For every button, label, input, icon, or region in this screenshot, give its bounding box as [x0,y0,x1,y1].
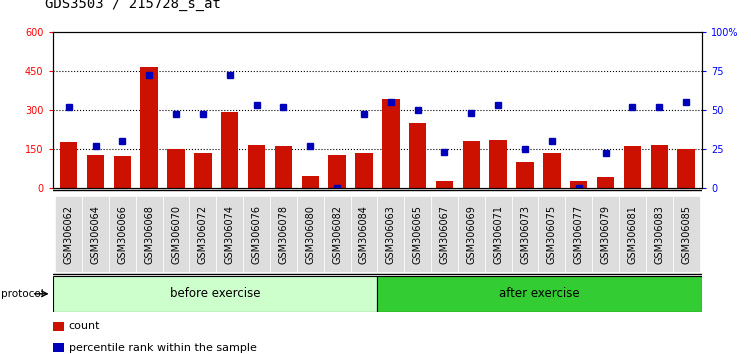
Bar [328,155,346,188]
Text: GSM306074: GSM306074 [225,205,235,264]
Text: GSM306066: GSM306066 [117,205,128,263]
Bar [113,156,131,188]
Text: GSM306076: GSM306076 [252,205,261,264]
Bar [516,162,534,188]
Text: GSM306067: GSM306067 [439,205,450,264]
Bar [243,196,270,272]
Bar [377,196,404,272]
Text: count: count [69,321,101,331]
Bar [458,196,484,272]
Text: GSM306063: GSM306063 [386,205,396,263]
Bar [60,142,77,188]
Bar [140,67,158,188]
Bar [221,112,239,188]
Text: GSM306075: GSM306075 [547,205,556,264]
Text: GSM306069: GSM306069 [466,205,476,263]
Bar [302,176,319,188]
Text: GSM306080: GSM306080 [305,205,315,263]
Bar [538,196,566,272]
Bar [409,123,427,188]
Text: GSM306068: GSM306068 [144,205,154,263]
Text: GSM306082: GSM306082 [332,205,342,264]
Bar [136,196,163,272]
Bar [53,276,378,312]
Bar [53,343,65,352]
Text: GSM306079: GSM306079 [601,205,611,264]
Bar [324,196,351,272]
Bar [570,181,587,188]
Bar [216,196,243,272]
Bar [270,196,297,272]
Bar [673,196,699,272]
Bar [511,196,538,272]
Bar [490,139,507,188]
Text: GSM306070: GSM306070 [171,205,181,264]
Bar [355,153,372,188]
Text: GSM306084: GSM306084 [359,205,369,263]
Text: GSM306065: GSM306065 [412,205,423,264]
Text: GSM306081: GSM306081 [627,205,638,263]
Bar [351,196,377,272]
Bar [592,196,619,272]
Bar [484,196,511,272]
Bar [646,196,673,272]
Bar [623,146,641,188]
Text: before exercise: before exercise [170,287,261,300]
Text: GDS3503 / 215728_s_at: GDS3503 / 215728_s_at [45,0,221,11]
Bar [566,196,592,272]
Bar [275,146,292,188]
Text: percentile rank within the sample: percentile rank within the sample [69,343,257,353]
Text: protocol: protocol [1,289,44,299]
Bar [677,149,695,188]
Bar [56,196,82,272]
Bar [82,196,109,272]
Bar [378,276,702,312]
Bar [53,322,65,331]
Bar [597,177,614,188]
Bar [195,153,212,188]
Bar [109,196,136,272]
Bar [163,196,189,272]
Text: GSM306064: GSM306064 [91,205,101,263]
Text: after exercise: after exercise [499,287,580,300]
Bar [248,145,265,188]
Bar [87,155,104,188]
Bar [619,196,646,272]
Text: GSM306085: GSM306085 [681,205,691,264]
Bar [382,99,400,188]
Bar [404,196,431,272]
Bar [189,196,216,272]
Bar [167,149,185,188]
Text: GSM306062: GSM306062 [64,205,74,264]
Bar [650,145,668,188]
Text: GSM306078: GSM306078 [279,205,288,264]
Bar [431,196,458,272]
Text: GSM306071: GSM306071 [493,205,503,264]
Text: GSM306083: GSM306083 [654,205,664,263]
Text: GSM306072: GSM306072 [198,205,208,264]
Bar [436,181,453,188]
Bar [463,141,480,188]
Text: GSM306073: GSM306073 [520,205,530,264]
Bar [543,153,560,188]
Text: GSM306077: GSM306077 [574,205,584,264]
Bar [297,196,324,272]
